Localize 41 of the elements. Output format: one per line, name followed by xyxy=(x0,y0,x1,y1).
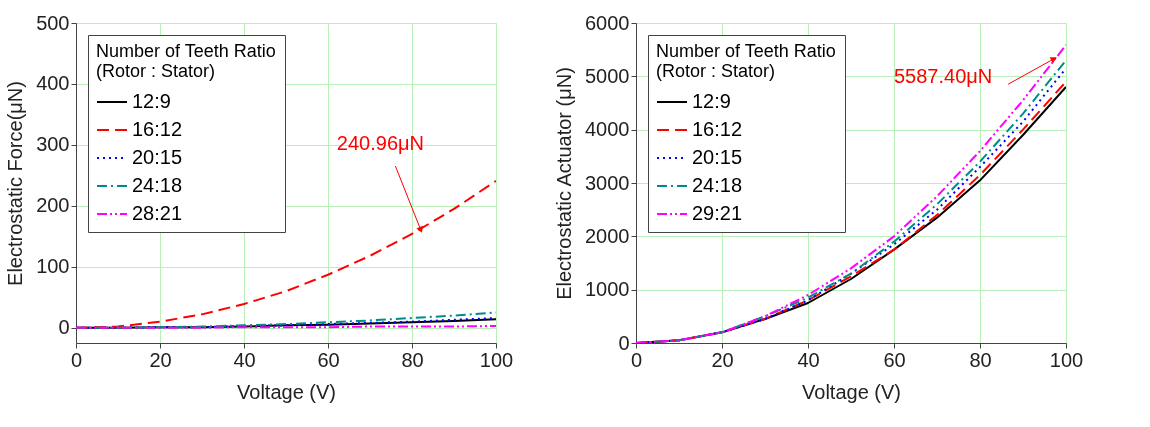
x-tick-label: 80 xyxy=(969,348,992,371)
y-axis-title: Electrostatic Actuator (μN) xyxy=(553,67,576,300)
y-axis-title: Electrostatic Force(μN) xyxy=(4,81,27,286)
y-tick-label: 0 xyxy=(618,331,630,354)
legend-label: 20:15 xyxy=(692,146,743,168)
y-tick-label: 5000 xyxy=(585,64,630,87)
x-tick-label: 100 xyxy=(1049,348,1084,371)
legend-title: Number of Teeth Ratio (Rotor : Stator) xyxy=(656,41,836,81)
x-axis-title: Voltage (V) xyxy=(237,380,336,403)
x-tick-label: 20 xyxy=(711,348,734,371)
x-tick-label: 20 xyxy=(149,348,172,371)
annotation: 5587.40μN xyxy=(893,65,993,88)
legend-label: 24:18 xyxy=(692,174,743,196)
legend-title: Number of Teeth Ratio (Rotor : Stator) xyxy=(96,41,276,81)
y-tick-label: 500 xyxy=(36,11,70,34)
x-axis-title: Voltage (V) xyxy=(802,380,901,403)
x-tick-label: 60 xyxy=(883,348,906,371)
legend-label: 16:12 xyxy=(132,118,183,140)
x-tick-label: 80 xyxy=(401,348,424,371)
legend-label: 12:9 xyxy=(132,90,171,112)
y-tick-label: 300 xyxy=(36,133,70,156)
y-tick-label: 1000 xyxy=(585,278,630,301)
x-tick-label: 40 xyxy=(233,348,256,371)
y-tick-label: 3000 xyxy=(585,171,630,194)
x-tick-label: 40 xyxy=(797,348,820,371)
y-tick-label: 100 xyxy=(36,255,70,278)
y-tick-label: 200 xyxy=(36,194,70,217)
y-tick-label: 4000 xyxy=(585,118,630,141)
legend-label: 24:18 xyxy=(132,174,183,196)
x-tick-label: 100 xyxy=(479,348,514,371)
legend-label: 12:9 xyxy=(692,90,731,112)
legend-label: 20:15 xyxy=(132,146,183,168)
legend-label: 16:12 xyxy=(692,118,743,140)
x-tick-label: 60 xyxy=(317,348,340,371)
y-tick-label: 2000 xyxy=(585,224,630,247)
annotation: 240.96μN xyxy=(336,132,424,155)
legend-label: 28:21 xyxy=(132,202,183,224)
y-tick-label: 0 xyxy=(58,316,70,339)
y-tick-label: 6000 xyxy=(585,11,630,34)
legend-label: 29:21 xyxy=(692,202,743,224)
y-tick-label: 400 xyxy=(36,72,70,95)
